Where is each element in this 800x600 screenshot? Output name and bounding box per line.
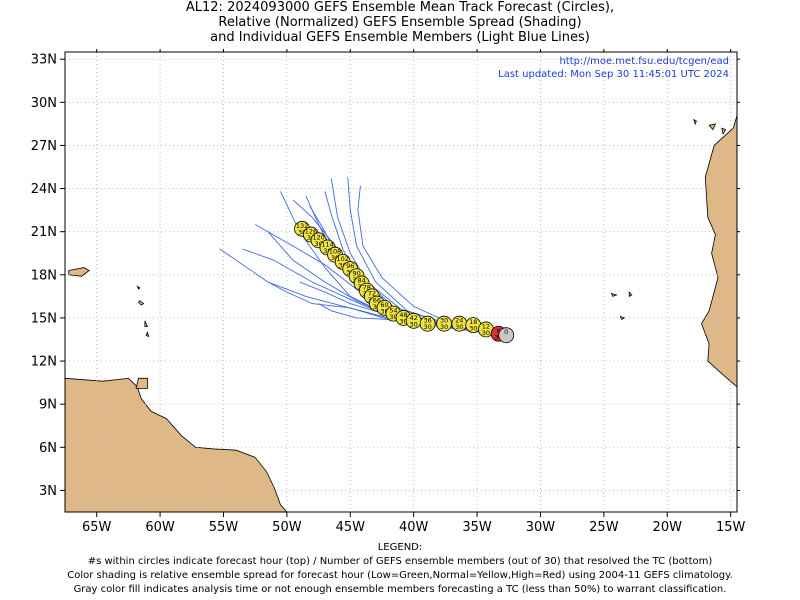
y-tick-label: 6N (39, 441, 57, 456)
forecast-hour-label: 36 (423, 317, 431, 325)
forecast-hour-label: 84 (358, 276, 366, 284)
land-mass (68, 267, 90, 277)
forecast-hour-label: 30 (440, 317, 448, 325)
forecast-hour-label: 54 (389, 307, 397, 315)
land-mass (708, 123, 717, 131)
x-tick-label: 20W (653, 520, 683, 535)
member-count-label: 30 (314, 240, 322, 248)
y-tick-label: 33N (31, 53, 57, 68)
member-count-label: 30 (469, 325, 477, 333)
forecast-hour-label: 66 (373, 297, 381, 305)
member-count-label: 30 (389, 313, 397, 321)
figure-title: AL12: 2024093000 GEFS Ensemble Mean Trac… (0, 0, 800, 45)
y-tick-label: 24N (31, 182, 57, 197)
x-tick-label: 35W (462, 520, 492, 535)
legend-line-3: Gray color fill indicates analysis time … (73, 584, 727, 595)
x-tick-label: 60W (145, 520, 175, 535)
land-mass (136, 285, 141, 290)
member-count-label: 30 (323, 247, 331, 255)
legend-line-2: Color shading is relative ensemble sprea… (67, 570, 733, 581)
forecast-hour-label: 6 (497, 327, 501, 335)
member-count-label: 30 (482, 329, 490, 337)
legend-line-1: #s within circles indicate forecast hour… (87, 556, 713, 567)
mean-track-circle (419, 315, 436, 332)
land-mass (693, 118, 697, 126)
y-tick-label: 9N (39, 398, 57, 413)
title-line-3: and Individual GEFS Ensemble Members (Li… (210, 30, 590, 45)
member-count-label: 30 (331, 254, 339, 262)
land-mass (135, 377, 148, 389)
member-count-label: 30 (298, 228, 306, 236)
land-mass (628, 291, 633, 298)
forecast-hour-label: 102 (336, 255, 348, 263)
x-tick-label: 30W (526, 520, 556, 535)
land-mass (144, 320, 149, 328)
legend: LEGEND: #s within circles indicate forec… (0, 541, 800, 597)
mean-track-circle (498, 327, 515, 344)
forecast-hour-label: 72 (368, 289, 376, 297)
land-mass (741, 121, 746, 128)
y-tick-label: 18N (31, 268, 57, 283)
land-mass (701, 114, 737, 388)
member-count-label: 30 (307, 234, 315, 242)
forecast-hour-label: 90 (352, 269, 360, 277)
credit-url: http://moe.met.fsu.edu/tcgen/ead (559, 56, 729, 67)
y-tick-label: 27N (31, 139, 57, 154)
land-mass (721, 127, 727, 135)
forecast-hour-label: 114 (321, 241, 333, 249)
forecast-hour-label: 60 (380, 301, 388, 309)
land-mass (610, 292, 618, 297)
forecast-hour-label: 132 (296, 222, 308, 230)
forecast-hour-label: 96 (346, 262, 354, 270)
y-tick-label: 21N (31, 225, 57, 240)
land-mass (145, 331, 150, 338)
x-tick-label: 25W (589, 520, 619, 535)
forecast-hour-label: 108 (329, 248, 341, 256)
credit-updated: Last updated: Mon Sep 30 11:45:01 UTC 20… (498, 69, 729, 80)
y-tick-label: 15N (31, 311, 57, 326)
title-line-1: AL12: 2024093000 GEFS Ensemble Mean Trac… (185, 0, 615, 15)
member-count-label: 30 (410, 320, 418, 328)
mean-track-point: 0 (498, 327, 515, 344)
x-tick-label: 15W (716, 520, 746, 535)
member-count-label: 30 (423, 323, 431, 331)
plot-border (64, 51, 738, 513)
forecast-hour-label: 12 (482, 322, 490, 330)
member-count-label: 30 (399, 317, 407, 325)
forecast-hour-label: 78 (363, 284, 371, 292)
y-tick-label: 3N (39, 484, 57, 499)
forecast-hour-label: 24 (455, 317, 463, 325)
member-count-label: 30 (380, 307, 388, 315)
member-count-label: 30 (339, 261, 347, 269)
x-tick-label: 55W (209, 520, 239, 535)
forecast-hour-label: 0 (504, 328, 508, 336)
y-tick-label: 30N (31, 96, 57, 111)
member-count-label: 30 (440, 323, 448, 331)
x-tick-label: 50W (272, 520, 302, 535)
land-mass (137, 300, 145, 306)
y-tick-label: 12N (31, 355, 57, 370)
x-tick-label: 65W (82, 520, 112, 535)
forecast-hour-label: 126 (305, 228, 317, 236)
plot-area: 1323012630120301143010830102309630903084… (65, 52, 746, 512)
forecast-hour-label: 18 (469, 318, 477, 326)
forecast-hour-label: 48 (399, 311, 407, 319)
forecast-hour-label: 42 (410, 314, 418, 322)
forecast-hour-label: 120 (312, 233, 324, 241)
member-count-label: 30 (455, 323, 463, 331)
x-tick-label: 40W (399, 520, 429, 535)
title-line-2: Relative (Normalized) GEFS Ensemble Spre… (218, 15, 582, 30)
x-tick-label: 45W (336, 520, 366, 535)
land-mass (65, 377, 288, 512)
legend-heading: LEGEND: (377, 542, 423, 553)
